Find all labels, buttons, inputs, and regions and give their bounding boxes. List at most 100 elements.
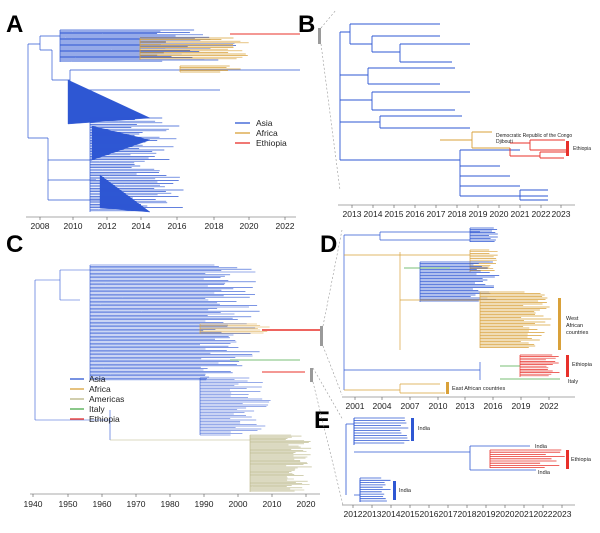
- panel-a-tree: [27, 29, 300, 213]
- axis-e-tick: 2019: [477, 509, 496, 519]
- tree-d-asia-top: [343, 231, 480, 390]
- bar-b-ethiopia: [566, 141, 569, 156]
- axis-c-tick: 2000: [229, 499, 248, 509]
- tree-d-asia-low: [344, 362, 481, 380]
- axis-c-tick: 1980: [161, 499, 180, 509]
- axis-b-tick: 2018: [448, 209, 467, 219]
- label-e-india-2: India: [399, 488, 412, 494]
- axis-b-tick: 2016: [406, 209, 425, 219]
- axis-e-tick: 2014: [382, 509, 401, 519]
- tree-d-asia-midfan: [419, 261, 500, 302]
- axis-d-tick: 2001: [346, 401, 365, 411]
- axis-b-tick: 2017: [427, 209, 446, 219]
- panel-d-tree: [343, 227, 560, 394]
- panel-e-tree: [345, 417, 565, 502]
- tree-a-root: [27, 35, 60, 139]
- axis-c-tick: 1940: [24, 499, 43, 509]
- label-e-ethiopia: Ethiopia: [571, 457, 592, 463]
- panel-d-axis: 2001 2004 2007 2010 2013 2016 2019 2022: [342, 396, 575, 411]
- axis-c-tick: 1990: [195, 499, 214, 509]
- axis-e-tick: 2023: [553, 509, 572, 519]
- panel-b-axis: 2013 2014 2015 2016 2017 2018 2019 2020 …: [338, 204, 575, 219]
- axis-b-tick: 2021: [511, 209, 530, 219]
- panel-a-axis: 2008 2010 2012 2014 2016 2018 2020 2022: [26, 216, 296, 231]
- zoom-guide-a-bottom: [320, 43, 341, 191]
- axis-b-tick: 2020: [490, 209, 509, 219]
- legend-c-africa: Africa: [89, 384, 111, 394]
- axis-c-tick: 1950: [59, 499, 78, 509]
- tree-c-asia-lower: [199, 377, 271, 436]
- zoom-marker-c-d: [320, 326, 323, 346]
- axis-a-tick: 2014: [132, 221, 151, 231]
- label-e-india-4: India: [538, 470, 551, 476]
- tree-d-italy-low: [500, 365, 560, 380]
- panel-e-axis: 2012 2013 2014 2015 2016 2017 2018 2019 …: [342, 504, 575, 519]
- zoom-guide-d-top: [322, 229, 343, 327]
- axis-c-tick: 1970: [127, 499, 146, 509]
- zoom-guide-a-top: [320, 9, 337, 29]
- tree-c-americas: [249, 434, 312, 492]
- legend-a-ethiopia: Ethiopia: [256, 138, 287, 148]
- panel-letter-a: A: [6, 11, 23, 38]
- bar-d-west-africa: [558, 298, 561, 350]
- tree-d-africa-stem: [344, 252, 470, 300]
- label-d-west-line1: West: [566, 316, 579, 322]
- axis-b-tick: 2013: [343, 209, 362, 219]
- label-b-ethiopia: Ethiopia: [573, 146, 591, 152]
- tree-b-ethiopia: [509, 139, 566, 159]
- tree-e-india-bottom: [359, 477, 391, 502]
- tree-b-africa: [440, 131, 510, 149]
- axis-e-tick: 2021: [515, 509, 534, 519]
- label-b-drc: Democratic Republic of the Congo: [496, 133, 572, 139]
- axis-b-tick: 2014: [364, 209, 383, 219]
- axis-c-tick: 1960: [93, 499, 112, 509]
- label-e-india-3: India: [535, 444, 548, 450]
- zoom-guide-e-bottom: [312, 381, 344, 506]
- panel-b-tree: [339, 23, 566, 201]
- tree-d-africa-top: [469, 249, 498, 272]
- axis-e-tick: 2017: [439, 509, 458, 519]
- tree-c-africa: [199, 323, 270, 334]
- label-d-italy: Italy: [568, 379, 578, 385]
- bar-e-india-top: [411, 418, 414, 441]
- panel-c-axis: 1940 1950 1960 1970 1980 1990 2000 2010 …: [24, 493, 320, 509]
- tree-d-asia-topfan: [469, 227, 498, 242]
- axis-b-tick: 2023: [552, 209, 571, 219]
- label-d-west-line3: countries: [566, 330, 589, 336]
- axis-c-tick: 2020: [297, 499, 316, 509]
- tree-d-africa-mid: [399, 299, 480, 350]
- tree-a-africa-top: [139, 37, 249, 60]
- panel-c-tree: [34, 264, 320, 492]
- panel-letter-d: D: [320, 231, 337, 258]
- bar-d-ethiopia: [566, 355, 569, 377]
- axis-e-tick: 2020: [496, 509, 515, 519]
- axis-e-tick: 2016: [420, 509, 439, 519]
- axis-d-tick: 2004: [373, 401, 392, 411]
- zoom-marker-c-e: [310, 368, 313, 382]
- axis-d-tick: 2016: [484, 401, 503, 411]
- tree-c-asia-main: [89, 264, 260, 381]
- tree-c-root: [34, 269, 111, 440]
- axis-e-tick: 2012: [344, 509, 363, 519]
- axis-a-tick: 2012: [98, 221, 117, 231]
- tree-a-asia-wedge-1: [67, 79, 151, 125]
- axis-a-tick: 2010: [64, 221, 83, 231]
- label-d-west-line2: African: [566, 323, 583, 329]
- axis-b-tick: 2015: [385, 209, 404, 219]
- axis-d-tick: 2013: [456, 401, 475, 411]
- legend-c-italy: Italy: [89, 404, 105, 414]
- zoom-marker-a: [318, 28, 321, 44]
- label-b-djibouti: Djibouti: [496, 139, 513, 145]
- axis-e-tick: 2022: [534, 509, 553, 519]
- tree-e-asia-link: [354, 445, 536, 471]
- legend-c-ethiopia: Ethiopia: [89, 414, 120, 424]
- panel-a-legend: Asia Africa Ethiopia: [235, 118, 287, 148]
- tree-a-africa-mid: [179, 65, 241, 73]
- panel-letter-c: C: [6, 231, 23, 258]
- bar-e-india-bottom: [393, 481, 396, 500]
- bar-e-ethiopia: [566, 450, 569, 469]
- axis-a-tick: 2022: [276, 221, 295, 231]
- legend-a-asia: Asia: [256, 118, 273, 128]
- axis-e-tick: 2013: [363, 509, 382, 519]
